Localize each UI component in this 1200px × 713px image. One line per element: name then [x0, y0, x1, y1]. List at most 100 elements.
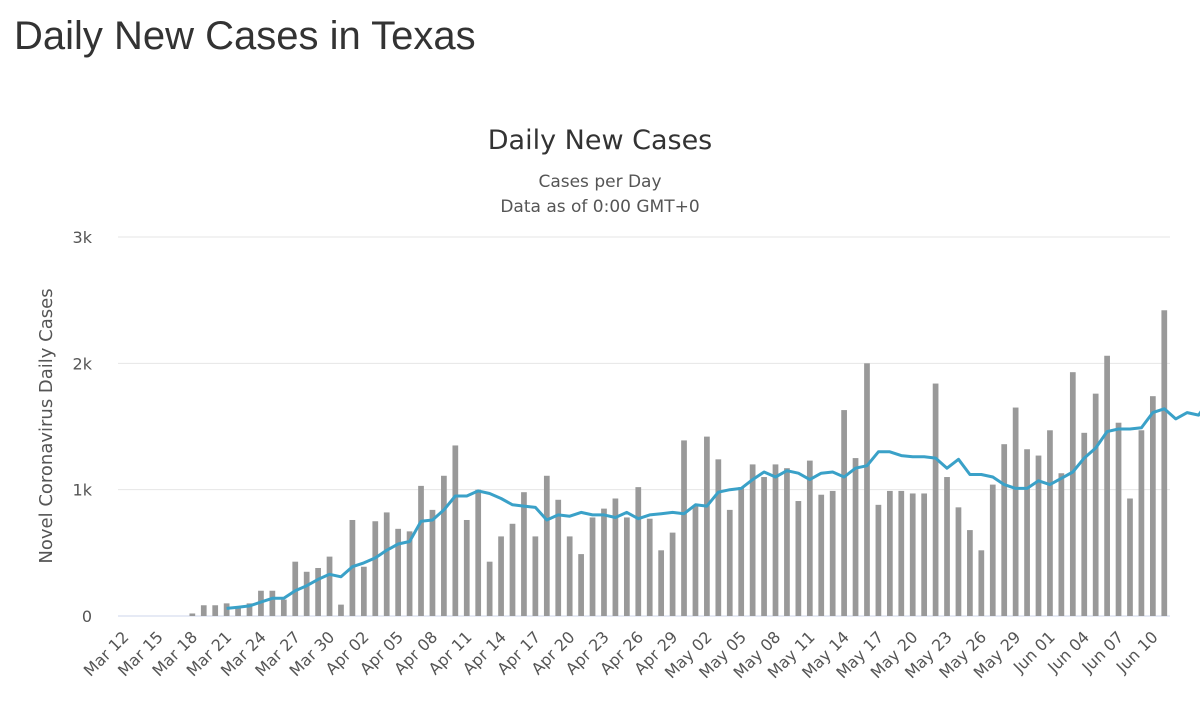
- bar: [246, 603, 253, 616]
- bar: [944, 477, 950, 616]
- bar: [372, 521, 379, 616]
- bar: [429, 509, 436, 616]
- bar: [441, 475, 447, 616]
- bar: [543, 475, 550, 616]
- bar: [589, 517, 596, 616]
- bar: [623, 517, 630, 616]
- bar: [692, 506, 699, 616]
- chart-subtitle-date: Data as of 0:00 GMT+0: [500, 197, 699, 217]
- bar: [841, 410, 847, 616]
- bar: [795, 501, 802, 616]
- page-heading: Daily New Cases in Texas: [14, 14, 476, 58]
- bar: [1058, 473, 1065, 616]
- bar: [418, 485, 424, 616]
- bar: [338, 604, 344, 616]
- bar: [738, 487, 745, 616]
- moving-average-series: [226, 407, 1200, 610]
- bar: [383, 512, 390, 616]
- bar: [1161, 310, 1168, 616]
- bar: [1012, 407, 1019, 616]
- bar: [852, 458, 859, 616]
- bar: [1001, 444, 1008, 616]
- bar: [555, 499, 562, 616]
- bar: [212, 605, 219, 616]
- bar: [726, 509, 733, 616]
- bar: [681, 440, 687, 616]
- bar: [989, 484, 996, 616]
- bar: [280, 599, 287, 616]
- bar: [1127, 498, 1133, 616]
- bar: [578, 554, 584, 616]
- bar: [292, 561, 299, 616]
- bar: [1081, 432, 1088, 616]
- bar: [898, 490, 905, 616]
- bar: [498, 536, 504, 616]
- bar: [223, 603, 230, 616]
- bar: [601, 508, 607, 616]
- bar: [875, 504, 882, 616]
- bar: [452, 445, 459, 616]
- bar: [303, 571, 310, 616]
- bar: [360, 566, 367, 616]
- bar: [521, 492, 527, 616]
- y-axis-label: Novel Coronavirus Daily Cases: [36, 288, 57, 563]
- bar: [1024, 449, 1030, 616]
- bar: [784, 468, 790, 616]
- bar: [189, 613, 196, 616]
- y-tick-label: 3k: [73, 228, 93, 247]
- bar: [395, 528, 402, 616]
- bar: [326, 556, 333, 616]
- y-tick-label: 2k: [73, 354, 93, 373]
- bar: [486, 561, 493, 616]
- bar: [315, 567, 321, 616]
- bar: [909, 493, 916, 616]
- bar: [1115, 422, 1122, 616]
- bar: [612, 498, 619, 616]
- bar-series: [189, 310, 1168, 616]
- bar: [749, 464, 756, 616]
- bar: [463, 519, 470, 616]
- bar: [635, 487, 642, 616]
- bar: [200, 605, 207, 616]
- bar: [1069, 372, 1076, 616]
- bar: [1047, 430, 1053, 616]
- bar: [658, 550, 665, 616]
- y-axis-ticks: 0 1k 2k 3k: [73, 228, 93, 626]
- bar: [967, 530, 973, 616]
- bar: [978, 550, 985, 616]
- bar: [235, 606, 241, 616]
- chart-subtitle: Cases per Day: [538, 172, 661, 192]
- bar: [761, 477, 767, 616]
- bar: [1149, 396, 1156, 616]
- bar: [955, 507, 962, 616]
- chart-title: Daily New Cases: [488, 125, 713, 156]
- bar: [475, 489, 482, 616]
- bar: [566, 536, 573, 616]
- bar: [532, 536, 539, 616]
- bar: [1104, 355, 1110, 616]
- bar: [806, 460, 813, 616]
- bar: [1035, 455, 1042, 616]
- bar: [818, 494, 825, 616]
- bar: [406, 531, 413, 616]
- bar: [932, 383, 939, 616]
- bar: [715, 459, 722, 616]
- y-tick-label: 1k: [73, 481, 93, 500]
- bar: [864, 363, 870, 616]
- bar: [646, 518, 653, 616]
- bar: [921, 493, 928, 616]
- bar: [269, 590, 276, 616]
- bar: [669, 532, 676, 616]
- bar: [886, 490, 893, 616]
- bar: [1138, 430, 1145, 616]
- bar: [1092, 393, 1099, 616]
- y-tick-label: 0: [82, 607, 92, 626]
- bar: [704, 436, 710, 616]
- bar: [829, 490, 836, 616]
- moving-average-line: [226, 407, 1200, 610]
- bar: [772, 464, 779, 616]
- bar: [509, 523, 516, 616]
- gridlines: [118, 236, 1170, 617]
